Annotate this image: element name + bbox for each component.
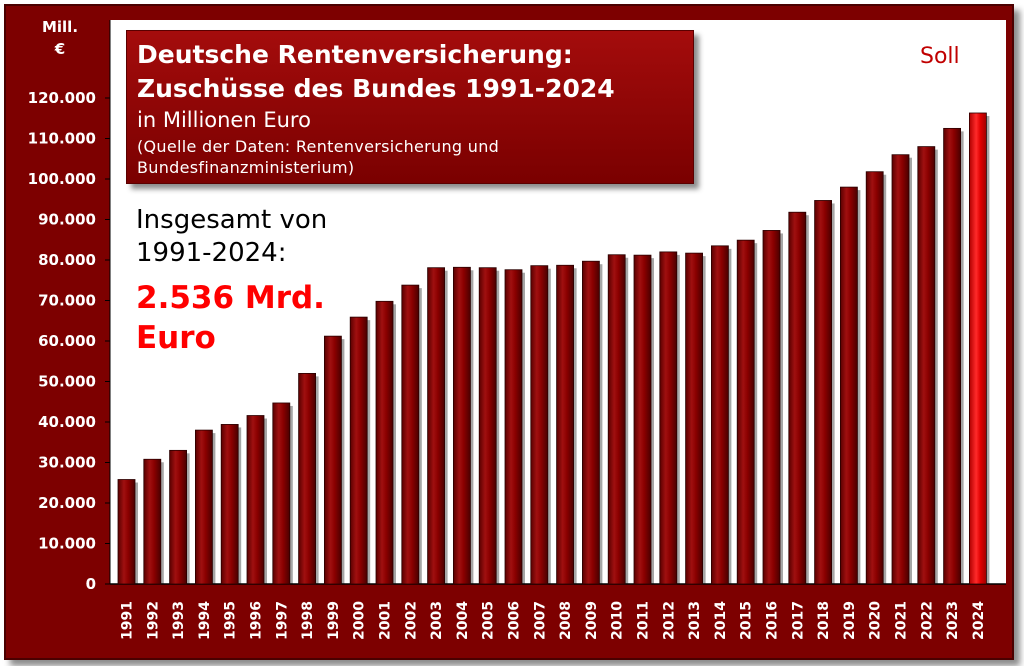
x-tick-label: 1994: [197, 601, 213, 640]
x-tick-label: 2019: [842, 601, 858, 640]
bar-2008: [556, 264, 574, 585]
x-tick-label: 2020: [868, 601, 884, 640]
chart-subtitle: in Millionen Euro: [137, 108, 311, 132]
bar-1997: [272, 402, 291, 585]
x-tick-label: 1995: [223, 601, 239, 640]
x-tick-label: 1999: [326, 601, 342, 640]
axis-layer: 0 10.000 20.000 30.000 40.000 50.000 60.000 70.…: [28, 20, 1006, 593]
bar-2016: [762, 230, 781, 585]
y-axis-unit-label: Mill. €: [41, 18, 79, 58]
x-tick-label: 2014: [713, 601, 729, 640]
y-tick-label: 10.000: [38, 535, 96, 553]
bar-2003: [427, 267, 446, 585]
y-tick-label: 120.000: [28, 89, 96, 107]
x-tick-label: 2015: [739, 601, 755, 640]
x-tick-label: 1993: [171, 601, 187, 640]
bar-2002: [401, 284, 420, 585]
bar-2001: [375, 300, 394, 585]
x-tick-label: 2022: [919, 601, 935, 640]
bar-1991: [117, 479, 136, 585]
bar-2013: [685, 252, 703, 585]
y-tick-label: 100.000: [28, 170, 96, 188]
x-tick-label: 2004: [455, 601, 471, 640]
bar-layer: [117, 112, 990, 585]
x-tick-label: 2018: [816, 601, 832, 640]
soll-label: Soll: [920, 44, 960, 69]
y-tick-label: 60.000: [38, 332, 96, 350]
y-tick-label: 90.000: [38, 211, 96, 229]
chart-title: Deutsche Rentenversicherung: Zuschüsse d…: [137, 40, 615, 103]
x-tick-label: 2006: [507, 601, 523, 640]
x-tick-label: 1997: [274, 601, 290, 640]
x-tick-label: 1998: [300, 601, 316, 640]
source-note: (Quelle der Daten: Rentenversicherung un…: [137, 137, 500, 177]
bar-1994: [194, 429, 213, 585]
bar-2023: [943, 127, 961, 585]
y-tick-label: 40.000: [38, 413, 96, 431]
x-tick-label: 1991: [120, 601, 136, 640]
bar-1999: [323, 335, 342, 585]
x-tick-label: 2016: [765, 601, 781, 640]
x-tick-label: 1996: [249, 601, 265, 640]
bar-2019: [840, 186, 858, 585]
x-tick-label: 2001: [378, 601, 394, 640]
bar-2010: [607, 254, 626, 585]
x-tick-label: 2024: [971, 601, 987, 640]
bar-2015: [736, 239, 755, 585]
bar-2024: [969, 112, 987, 585]
bar-1992: [143, 458, 162, 585]
y-tick-label: 50.000: [38, 373, 96, 391]
x-tick-label: 2010: [610, 601, 626, 640]
bar-1996: [246, 415, 265, 585]
y-tick-label: 70.000: [38, 292, 96, 310]
y-tick-label: 0: [86, 575, 96, 593]
x-tick-label: 2000: [352, 601, 368, 640]
x-tick-label: 2003: [429, 601, 445, 640]
bar-1998: [298, 372, 317, 585]
bar-2017: [788, 211, 807, 585]
bar-2004: [452, 266, 471, 585]
x-tick-label: 2021: [894, 601, 910, 640]
x-tick-label: 2009: [584, 601, 600, 640]
title-box: Deutsche Rentenversicherung: Zuschüsse d…: [126, 30, 694, 184]
bar-2000: [349, 316, 368, 585]
bar-2006: [504, 269, 523, 585]
y-tick-label: 80.000: [38, 251, 96, 269]
bar-1993: [169, 449, 188, 585]
x-tick-label: 1992: [145, 601, 161, 640]
x-tick-label: 2013: [687, 601, 703, 640]
label-layer: 1991 1992 1993 1994 1995 1996 1997 1998 1999 2000…: [120, 601, 987, 640]
total-value: 2.536 Mrd. Euro: [136, 280, 325, 356]
x-tick-label: 2002: [403, 601, 419, 640]
bar-2005: [478, 267, 497, 585]
x-tick-label: 2008: [558, 601, 574, 640]
bar-2011: [633, 254, 652, 585]
x-tick-label: 2012: [661, 601, 677, 640]
bar-2014: [711, 245, 729, 585]
total-label: Insgesamt von 1991-2024:: [136, 205, 328, 268]
bar-1995: [220, 424, 239, 585]
x-tick-label: 2017: [790, 601, 806, 640]
bar-2018: [814, 200, 832, 585]
bar-2009: [582, 260, 600, 585]
bar-2012: [659, 251, 678, 585]
y-tick-label: 20.000: [38, 494, 96, 512]
x-tick-label: 2007: [532, 601, 548, 640]
x-tick-label: 2005: [481, 601, 497, 640]
y-tick-label: 30.000: [38, 454, 96, 472]
x-tick-label: 2011: [636, 601, 652, 640]
x-tick-label: 2023: [945, 601, 961, 640]
bar-2022: [917, 146, 936, 585]
bar-2020: [865, 171, 884, 585]
bar-2007: [530, 265, 549, 585]
bar-2021: [891, 154, 910, 585]
y-tick-label: 110.000: [28, 130, 96, 148]
